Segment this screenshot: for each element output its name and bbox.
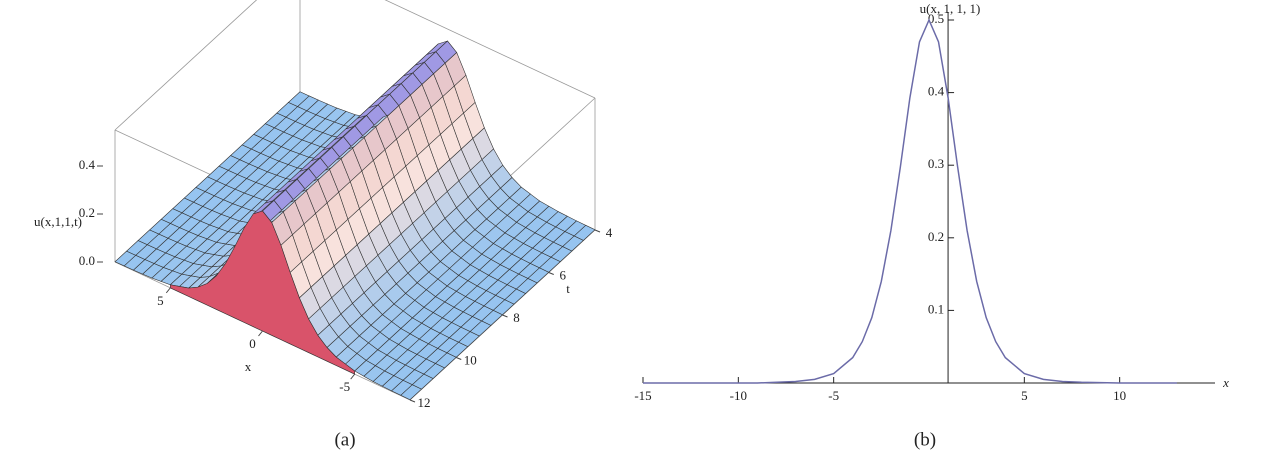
x-tick-label: 5: [157, 293, 164, 308]
x-tick: [350, 373, 356, 380]
caption: (b): [914, 429, 936, 450]
z-axis-label: u(x,1,1,t): [34, 214, 82, 229]
y-tick-label: 0.4: [928, 84, 945, 99]
t-tick-label: 8: [513, 310, 520, 325]
y-tick-label: 0.2: [928, 229, 944, 244]
t-tick-label: 12: [418, 395, 431, 410]
z-tick-label: 0.2: [79, 205, 95, 220]
box-edge: [384, 0, 596, 99]
t-tick-label: 10: [464, 352, 477, 367]
z-tick-label: 0.4: [79, 157, 96, 172]
t-tick: [594, 229, 601, 233]
x-tick-label: -5: [339, 379, 350, 394]
caption: (a): [334, 429, 355, 450]
x-tick-label: 5: [1021, 388, 1028, 403]
curve: [643, 18, 1177, 384]
y-axis-label: u(x, 1, 1, 1): [920, 1, 981, 16]
box-edge: [114, 0, 258, 131]
t-axis-label: t: [566, 281, 570, 296]
t-tick-label: 4: [606, 225, 613, 240]
t-tick: [548, 272, 554, 275]
y-tick-label: 0.3: [928, 156, 944, 171]
y-tick-label: 0.1: [928, 301, 944, 316]
t-tick: [456, 357, 462, 360]
t-tick-label: 6: [560, 267, 567, 282]
x-tick-label: -10: [730, 388, 747, 403]
surface-patch: [573, 224, 596, 241]
z-tick-label: 0.0: [79, 253, 95, 268]
y-tick-label: 0.5: [928, 11, 944, 26]
x-tick: [165, 287, 171, 294]
x-tick-label: 10: [1113, 388, 1126, 403]
x-tick-label: -5: [828, 388, 839, 403]
x-tick-label: -15: [634, 388, 651, 403]
x-axis-label: x: [245, 359, 252, 374]
x-tick-label: 0: [249, 336, 256, 351]
x-tick: [258, 330, 263, 337]
t-tick: [409, 399, 416, 403]
x-axis-label: x: [1222, 375, 1229, 390]
t-tick: [502, 314, 508, 318]
